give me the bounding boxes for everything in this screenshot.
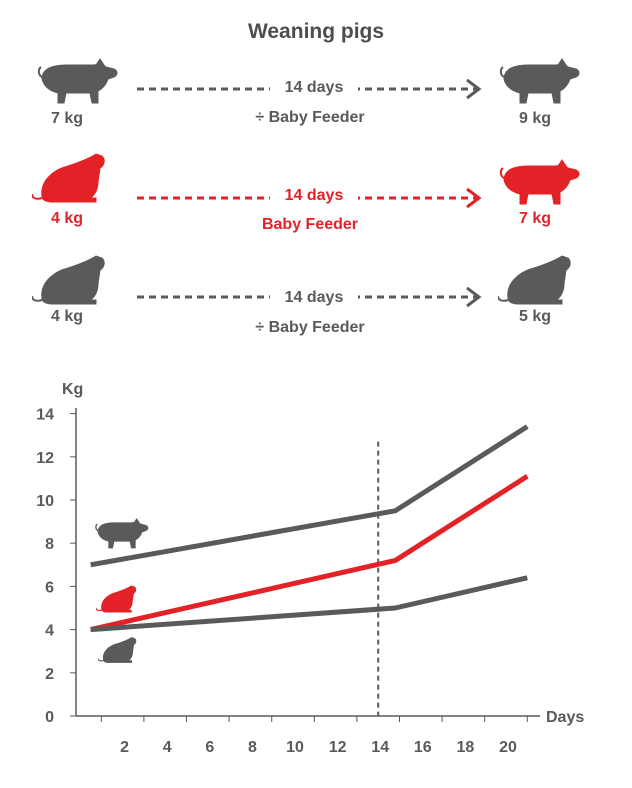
x-tick-label: 8 [248, 739, 257, 756]
feeder-label: ÷ Baby Feeder [255, 319, 365, 336]
start-weight: 4 kg [50, 308, 83, 325]
y-tick-label: 8 [45, 536, 54, 553]
comparison-row-3: 4 kg 14 days ÷ Baby Feeder 5 kg [0, 252, 632, 342]
x-tick-label: 12 [329, 739, 347, 756]
feeder-label: Baby Feeder [261, 216, 359, 233]
x-axis-label: Days [546, 709, 584, 726]
x-tick-label: 16 [414, 739, 432, 756]
x-tick-label: 18 [457, 739, 475, 756]
duration-label: 14 days [270, 79, 358, 97]
end-weight: 9 kg [518, 110, 551, 127]
y-tick-label: 2 [45, 666, 54, 683]
diagram-title: Weaning pigs [247, 20, 385, 43]
growth-chart: Kg Days 0 2 4 6 8 10 12 14 2 4 6 8 10 12 14 16 18 20 [36, 381, 584, 756]
pig-standing-icon [499, 58, 580, 104]
x-tick-label: 2 [120, 739, 129, 756]
pig-sitting-icon [32, 255, 106, 305]
pig-sitting-icon [96, 585, 137, 613]
y-tick-label: 10 [36, 493, 54, 510]
y-tick-label: 6 [45, 579, 54, 596]
duration-label: 14 days [270, 289, 358, 307]
x-tick-label: 10 [286, 739, 304, 756]
pig-sitting-icon [98, 636, 137, 664]
end-weight: 5 kg [518, 308, 551, 325]
y-tick-label: 4 [45, 623, 54, 640]
pig-standing-icon [95, 518, 149, 549]
pig-standing-icon [37, 58, 119, 104]
pig-sitting-icon [498, 255, 572, 305]
y-axis-label: Kg [62, 381, 83, 398]
x-tick-label: 6 [205, 739, 214, 756]
x-tick-label: 14 [371, 739, 389, 756]
series-line-3 [90, 575, 528, 633]
y-tick-label: 0 [45, 709, 54, 726]
y-tick-label: 14 [36, 407, 54, 424]
start-weight: 4 kg [50, 210, 83, 227]
pig-standing-icon [499, 159, 580, 205]
start-weight: 7 kg [50, 110, 83, 127]
pig-sitting-icon [32, 153, 106, 203]
y-tick-label: 12 [36, 450, 54, 467]
end-weight: 7 kg [518, 210, 551, 227]
x-tick-label: 4 [163, 739, 172, 756]
comparison-row-2: 4 kg 14 days Baby Feeder 7 kg [0, 150, 632, 240]
comparison-row-1: 7 kg 14 days ÷ Baby Feeder 9 kg [0, 55, 632, 145]
series-line-2 [90, 474, 529, 633]
feeder-label: ÷ Baby Feeder [255, 109, 365, 126]
series-line-1 [90, 424, 529, 568]
duration-label: 14 days [270, 187, 358, 205]
x-tick-label: 20 [499, 739, 517, 756]
